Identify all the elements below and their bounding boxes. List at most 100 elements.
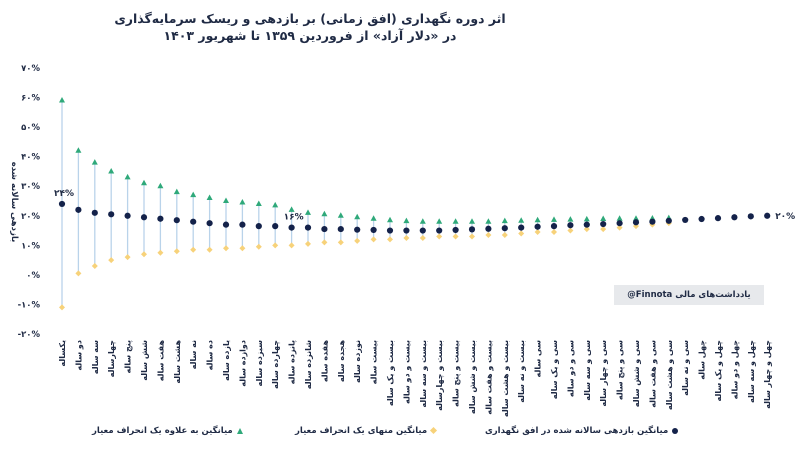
minus-point (321, 239, 328, 246)
x-tick-label: پنج ساله (124, 340, 133, 374)
x-tick-label: یکساله (58, 340, 67, 367)
y-axis-ticks: -۲۰% -۱۰% ۰% ۱۰% ۲۰% ۳۰% ۴۰% ۵۰% ۶۰% ۷۰% (18, 64, 41, 340)
mean-point (518, 224, 525, 231)
mean-point (255, 223, 262, 230)
legend-label-minus: میانگین منهای یک انحراف معیار (295, 426, 428, 436)
y-tick-label: ۰% (26, 271, 40, 281)
x-tick-label: هشت ساله (173, 340, 182, 384)
chart-title-line1: اثر دوره نگهداری (افق زمانی) بر بازدهی و… (114, 11, 506, 26)
plus-point (206, 194, 213, 201)
x-tick-label: چهل و چهار ساله (763, 340, 772, 409)
minus-point (288, 242, 295, 249)
plus-point (354, 213, 361, 220)
plus-point (173, 188, 180, 195)
minus-point (141, 251, 147, 258)
x-tick-label: سی و نه ساله (681, 340, 690, 396)
plus-point (551, 216, 557, 222)
mean-point (91, 209, 98, 216)
minus-point (108, 257, 115, 264)
mean-point (485, 225, 492, 232)
x-tick-label: نه ساله (189, 340, 198, 369)
x-tick-label: بیست و دو ساله (402, 340, 411, 404)
legend-circle-icon (672, 427, 679, 434)
plus-point (567, 216, 574, 222)
legend-triangle-icon (236, 427, 243, 434)
minus-point (173, 248, 180, 255)
plus-point (321, 210, 328, 217)
plus-point (452, 218, 459, 224)
x-tick-label: بیست و پنج ساله (452, 340, 461, 407)
mean-point (58, 200, 66, 208)
mean-point (747, 213, 754, 220)
source-note: یادداشت‌های مالی Finnota@ (614, 285, 764, 305)
minus-point (518, 230, 525, 237)
plus-point (583, 215, 590, 222)
minus-point (436, 233, 443, 240)
x-tick-label: هفت ساله (156, 340, 165, 382)
plus-point (534, 216, 541, 223)
minus-point (157, 249, 164, 256)
plus-point (436, 218, 443, 224)
minus-point (403, 234, 410, 241)
minus-point (469, 233, 475, 240)
plus-point (370, 215, 377, 221)
mean-point (321, 225, 328, 233)
x-tick-label: بیست و نه ساله (517, 340, 526, 403)
y-tick-label: ۴۰% (21, 153, 40, 163)
mean-point (222, 221, 230, 228)
mean-point (206, 220, 213, 227)
minus-point (75, 270, 82, 277)
mean-point (370, 226, 377, 234)
minus-point (272, 242, 279, 249)
plus-point (387, 216, 393, 223)
x-tick-label: شش ساله (140, 340, 150, 381)
x-tick-label: بیست و هشت ساله (501, 340, 510, 417)
mean-point (140, 214, 148, 221)
mean-point (403, 227, 410, 234)
plus-point (305, 209, 311, 215)
mean-point (600, 220, 607, 228)
mean-point (108, 211, 115, 218)
y-tick-label: ۵۰% (21, 123, 40, 133)
x-tick-label: سی و یک ساله (550, 340, 559, 399)
minus-point (91, 263, 98, 270)
minus-point (485, 231, 492, 238)
x-tick-label: چهارده ساله (271, 340, 280, 389)
plus-point (337, 212, 344, 218)
mean-point (337, 225, 344, 233)
x-tick-label: چهل و دو ساله (730, 340, 739, 400)
plus-point (633, 215, 639, 221)
minus-point (583, 226, 590, 233)
data-label: ۲۰% (775, 212, 795, 222)
plus-point (272, 201, 279, 208)
minus-point (370, 236, 377, 243)
minus-point (239, 245, 246, 252)
x-tick-label: سیزده ساله (255, 340, 264, 387)
mean-point (632, 219, 640, 226)
y-tick-label: ۱۰% (21, 241, 40, 251)
minus-point (551, 229, 557, 236)
x-tick-label: بیست ساله (370, 340, 379, 384)
mean-point (239, 221, 246, 228)
mean-point (304, 224, 312, 231)
x-tick-label: بیست و هفت ساله (484, 340, 493, 415)
x-tick-label: دوازده ساله (238, 340, 247, 387)
x-tick-label: چهل و سه ساله (747, 340, 756, 403)
mean-point (583, 221, 590, 228)
mean-point (190, 218, 197, 225)
minus-point (255, 243, 262, 250)
mean-point (682, 216, 689, 224)
y-tick-label: ۷۰% (21, 64, 40, 74)
x-tick-label: پانزده ساله (288, 340, 297, 384)
x-tick-label: بیست و سه ساله (419, 340, 428, 408)
x-axis-labels: یکساله دو ساله سه ساله چهارساله پنج ساله شش س… (58, 340, 772, 418)
mean-point (124, 212, 131, 219)
legend-label-mean: میانگین بازدهی سالانه شده در افق نگهداری (485, 426, 669, 436)
y-tick-label: ۶۰% (21, 94, 40, 104)
x-tick-label: بیست و چهارساله (435, 340, 444, 411)
mean-point (764, 212, 771, 219)
x-tick-label: سی و دو ساله (566, 340, 575, 397)
mean-point (419, 227, 426, 234)
legend-item-minus: میانگین منهای یک انحراف معیار (295, 426, 438, 436)
